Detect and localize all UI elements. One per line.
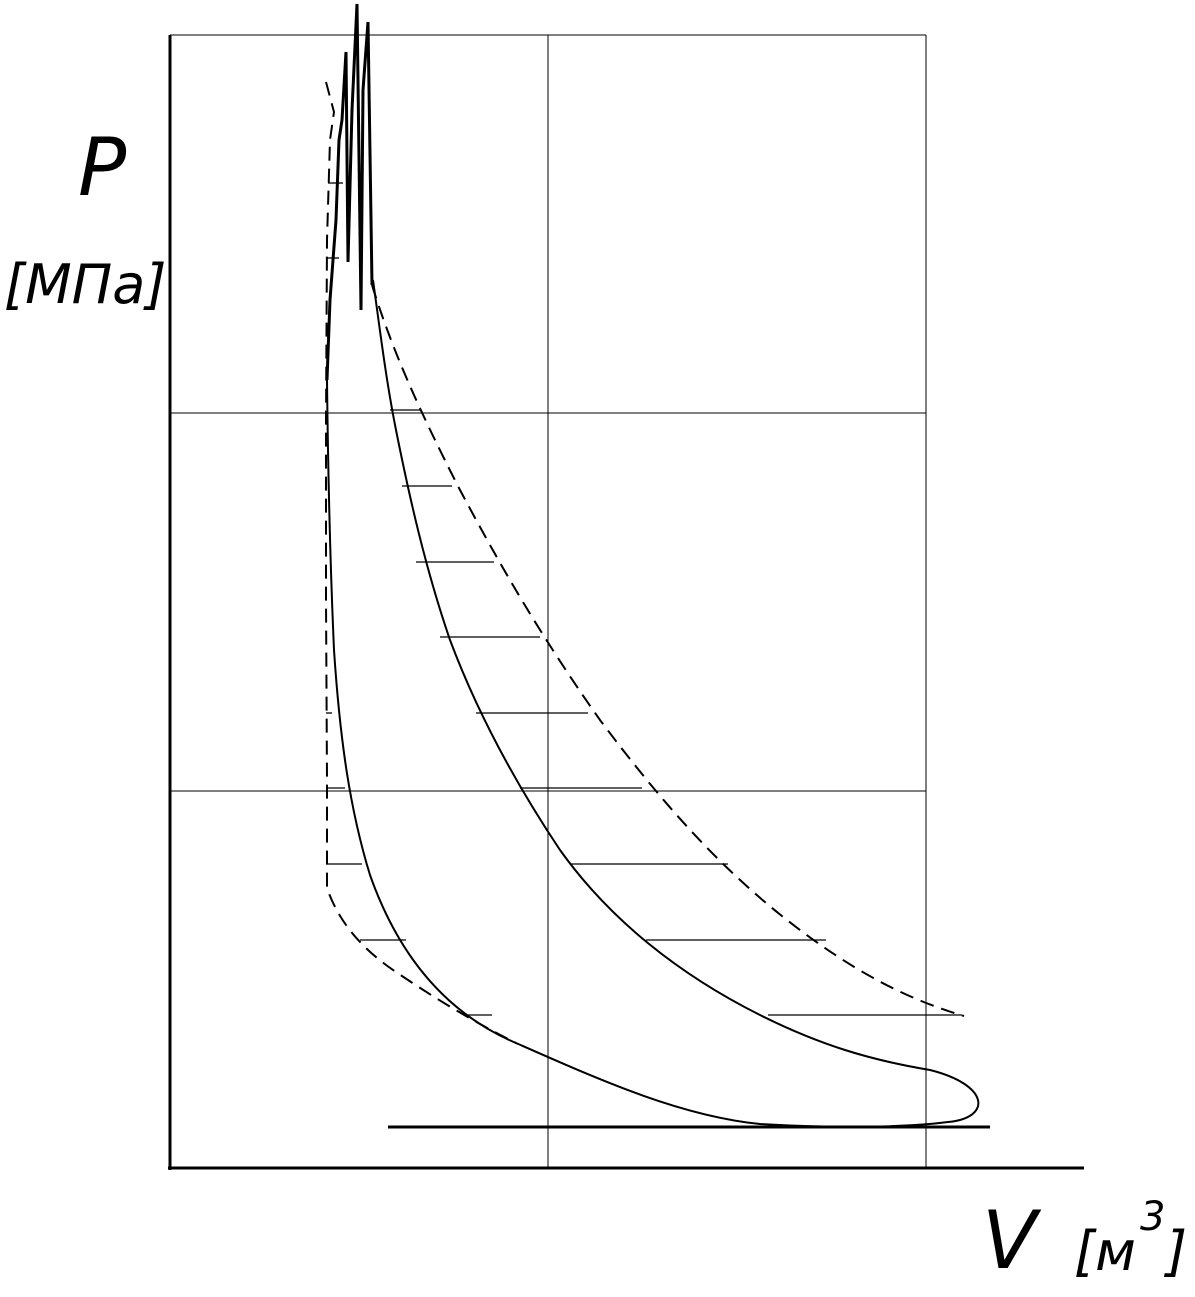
y-axis-unit: [МПа] [4,253,166,316]
axes [168,35,1084,1170]
y-axis-label: P [78,121,127,214]
x-axis-label: V [982,1194,1042,1287]
combustion-peak-spikes [325,3,374,381]
x-axis-unit: [м [1074,1220,1136,1283]
grid [170,34,927,1168]
x-axis-unit-exponent: 3 [1140,1194,1165,1240]
solid-indicator-curve [326,279,980,1128]
dashed-indicator-curve [325,81,965,1044]
hatch-lines [326,182,962,1016]
x-axis-unit-close: ] [1163,1220,1187,1283]
